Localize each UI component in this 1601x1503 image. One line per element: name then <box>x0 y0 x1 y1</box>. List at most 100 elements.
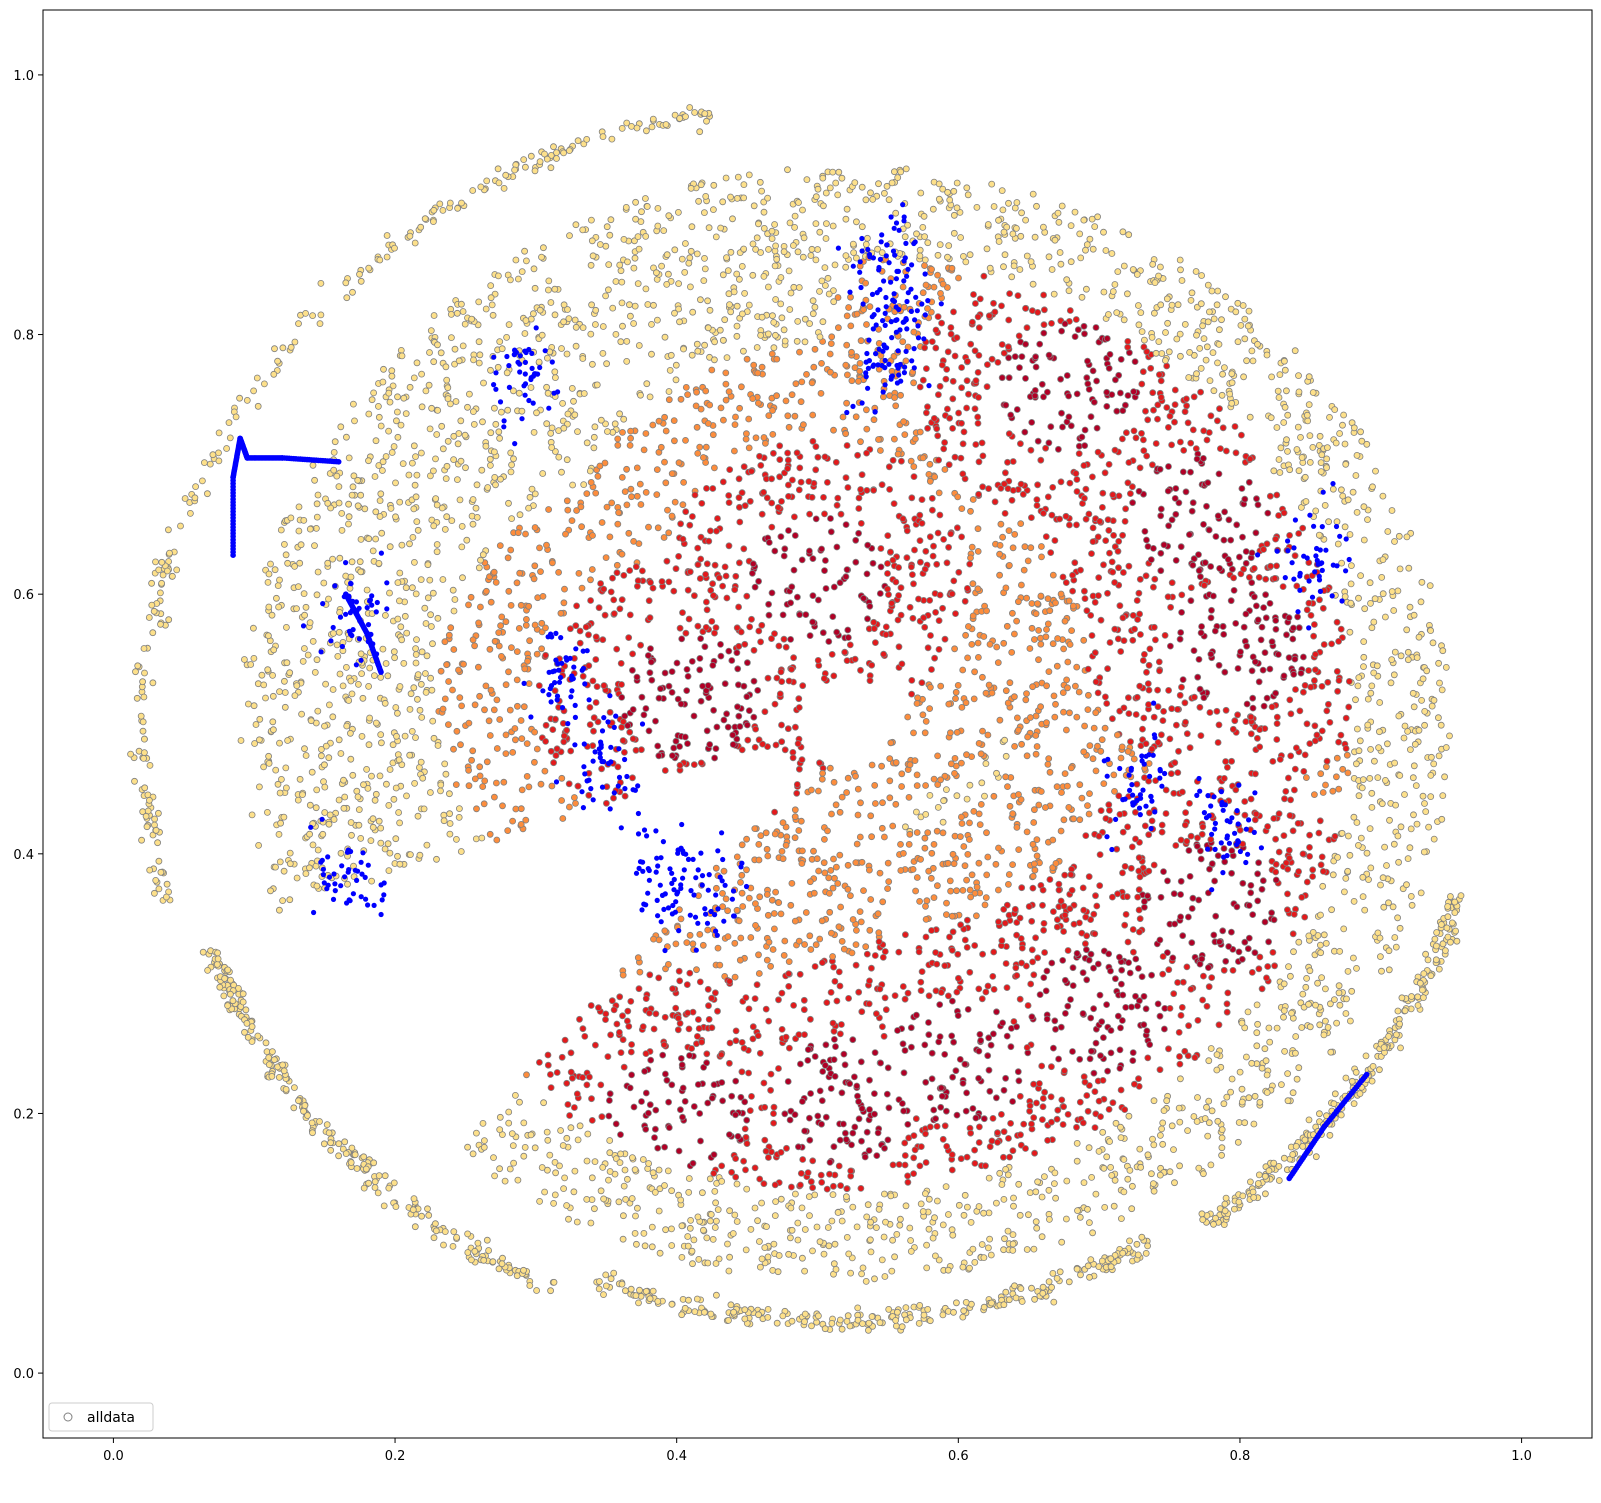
data-point <box>1254 897 1262 905</box>
data-point <box>1274 387 1282 395</box>
data-point <box>1319 604 1327 612</box>
data-point <box>560 301 568 309</box>
data-point <box>1317 459 1325 467</box>
data-point <box>1129 1057 1137 1064</box>
data-point <box>868 833 875 841</box>
data-point <box>324 559 332 567</box>
data-point <box>984 853 992 861</box>
data-point <box>1018 209 1025 217</box>
data-point <box>493 745 501 752</box>
data-point <box>972 300 979 307</box>
data-point <box>1035 801 1043 809</box>
data-point <box>1139 368 1147 376</box>
data-point <box>338 510 346 517</box>
data-point <box>1106 807 1113 814</box>
data-point <box>963 404 970 412</box>
data-point <box>1210 931 1218 939</box>
data-point <box>410 442 418 450</box>
data-point <box>1065 287 1073 295</box>
data-point <box>1150 713 1158 721</box>
data-point <box>808 493 816 501</box>
data-point <box>1082 246 1089 254</box>
data-point <box>927 632 934 639</box>
data-point <box>883 182 891 190</box>
data-point <box>1160 1107 1168 1114</box>
data-point <box>348 690 356 698</box>
data-point <box>343 722 351 730</box>
data-point <box>1338 559 1345 567</box>
data-point <box>452 781 460 788</box>
data-point <box>760 224 768 232</box>
data-point <box>864 1201 872 1209</box>
data-point <box>979 673 986 681</box>
data-point <box>988 180 996 188</box>
data-point <box>755 951 762 959</box>
data-point <box>1092 1190 1100 1198</box>
data-point <box>1097 1113 1104 1120</box>
data-point <box>713 723 721 731</box>
data-point <box>871 782 879 789</box>
data-point <box>627 312 634 320</box>
data-point <box>313 500 321 508</box>
data-point <box>472 504 480 512</box>
data-point <box>820 1250 828 1258</box>
data-point <box>446 830 454 838</box>
data-point <box>527 1131 535 1139</box>
data-point <box>1256 953 1264 961</box>
data-point <box>1438 815 1446 823</box>
data-point <box>694 347 702 355</box>
data-point <box>1073 521 1080 529</box>
data-point <box>738 383 745 391</box>
data-point <box>707 1211 715 1218</box>
data-point <box>416 851 424 859</box>
data-point <box>427 623 435 630</box>
data-point <box>379 645 387 653</box>
data-point <box>873 1152 881 1159</box>
data-point <box>864 234 871 242</box>
data-point <box>1142 1005 1150 1013</box>
data-point <box>1326 719 1334 726</box>
data-point <box>790 242 797 249</box>
data-point <box>473 481 481 489</box>
data-point <box>751 583 759 591</box>
data-point <box>1334 854 1341 861</box>
data-point <box>761 708 769 716</box>
data-point <box>1121 921 1129 929</box>
data-point <box>1133 780 1141 788</box>
data-point <box>948 1151 956 1158</box>
data-point <box>1288 1009 1295 1017</box>
data-point <box>329 555 337 563</box>
data-point <box>911 546 918 554</box>
data-point <box>480 379 487 387</box>
data-point <box>587 330 595 338</box>
data-point <box>743 1140 751 1147</box>
data-point <box>736 518 744 526</box>
data-point <box>957 454 965 462</box>
data-point <box>806 510 813 518</box>
data-point <box>514 702 521 710</box>
data-point <box>757 832 765 839</box>
data-point <box>1031 233 1039 241</box>
data-point <box>417 449 425 457</box>
data-point <box>947 887 954 895</box>
data-point <box>1335 785 1343 793</box>
data-point <box>904 1121 912 1128</box>
data-point <box>618 723 625 731</box>
data-point <box>771 262 779 270</box>
data-point <box>1068 865 1075 873</box>
data-point <box>958 384 965 392</box>
data-point <box>1188 507 1196 515</box>
data-point <box>795 1031 803 1038</box>
data-point <box>848 377 856 385</box>
data-point <box>785 677 793 685</box>
data-point <box>1116 602 1124 610</box>
data-point <box>1089 755 1097 763</box>
data-point <box>793 781 801 788</box>
data-point <box>481 706 488 714</box>
data-point <box>1018 959 1025 967</box>
data-point <box>422 620 430 627</box>
data-point <box>740 545 748 553</box>
data-point <box>1052 1025 1059 1033</box>
data-point <box>553 745 561 753</box>
data-point <box>1259 877 1267 885</box>
